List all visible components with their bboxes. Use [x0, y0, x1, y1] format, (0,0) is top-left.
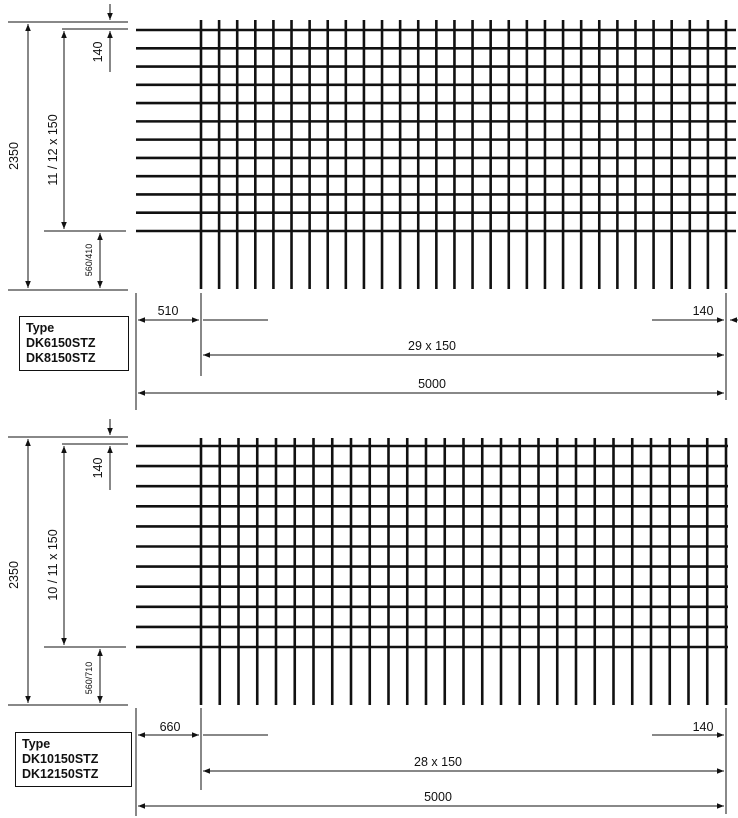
length-dimensions [135, 293, 738, 410]
bottom-label: 560/710 [84, 662, 94, 695]
type-code: DK10150STZ [22, 752, 99, 766]
height-dimension [8, 21, 128, 291]
mesh-grid [136, 438, 728, 705]
top-offset-dimension [62, 419, 128, 490]
panel-1: 2350 140 11 / 12 x 150 560/410 [7, 4, 738, 410]
type-heading: Type [26, 321, 55, 335]
spacing-dimension [44, 31, 126, 232]
cross-spacing-label: 29 x 150 [408, 339, 456, 353]
length-label: 5000 [418, 377, 446, 391]
spacing-dimension [44, 446, 126, 648]
top-offset-label: 140 [91, 42, 105, 63]
type-code: DK6150STZ [26, 336, 96, 350]
length-label: 5000 [424, 790, 452, 804]
spacing-label: 10 / 11 x 150 [46, 529, 60, 600]
right-overhang-label: 140 [693, 720, 714, 734]
cross-spacing-label: 28 x 150 [414, 755, 462, 769]
height-label: 2350 [7, 561, 21, 589]
height-label: 2350 [7, 142, 21, 170]
type-heading: Type [22, 737, 51, 751]
left-overhang-label: 510 [158, 304, 179, 318]
left-overhang-label: 660 [160, 720, 181, 734]
top-offset-label: 140 [91, 458, 105, 479]
length-dimensions [135, 708, 727, 816]
bottom-label: 560/410 [84, 244, 94, 277]
mesh-grid [136, 20, 736, 289]
type-code: DK12150STZ [22, 767, 99, 781]
panel-2: 2350 140 10 / 11 x 150 560/710 660 140 [7, 419, 728, 816]
type-box: Type DK10150STZ DK12150STZ [15, 732, 132, 787]
right-overhang-label: 140 [693, 304, 714, 318]
type-box: Type DK6150STZ DK8150STZ [19, 316, 129, 371]
top-offset-dimension [62, 4, 128, 72]
spacing-label: 11 / 12 x 150 [46, 114, 60, 185]
height-dimension [8, 436, 128, 706]
type-code: DK8150STZ [26, 351, 96, 365]
